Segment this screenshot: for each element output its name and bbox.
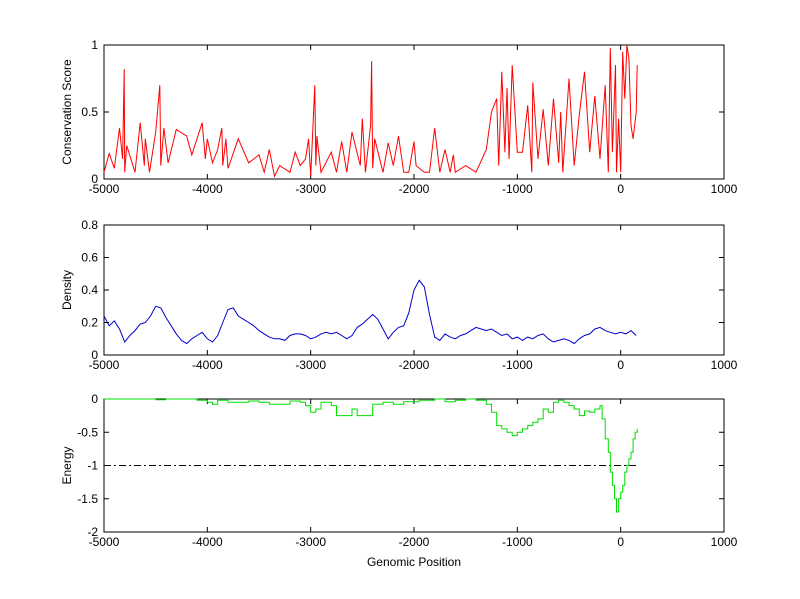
density-xtick-label: -3000 — [295, 358, 326, 372]
density-ylabel: Density — [60, 270, 74, 310]
energy-series-line — [104, 398, 638, 513]
density-ytick-label: 0.6 — [81, 251, 98, 265]
energy-ytick-label: -0.5 — [77, 425, 98, 439]
energy-panel: -5000 -4000 -3000 -2000 -1000 0 1000 -2 -1.5 -1 -0… — [60, 392, 738, 569]
density-ytick-label: 0.4 — [81, 283, 98, 297]
conservation-ytick-label: 0.5 — [81, 105, 98, 119]
energy-xtick-label: 0 — [617, 535, 624, 549]
conservation-xtick-label: -1000 — [502, 182, 533, 196]
energy-ytick-label: -1.5 — [77, 492, 98, 506]
density-series-line — [103, 279, 637, 345]
conservation-ytick-label: 1 — [91, 38, 98, 52]
conservation-score-panel: -5000 -4000 -3000 -2000 -1000 0 1000 0 0.5 1 Conse… — [60, 38, 738, 196]
conservation-xtick-label: -2000 — [399, 182, 430, 196]
energy-xtick-label: -5000 — [89, 535, 120, 549]
conservation-xtick-label: 0 — [617, 182, 624, 196]
conservation-series-line — [103, 44, 638, 178]
energy-xlabel: Genomic Position — [367, 555, 461, 569]
conservation-xtick-label: -3000 — [295, 182, 326, 196]
conservation-xtick-label: 1000 — [711, 182, 738, 196]
energy-xtick-label: -2000 — [399, 535, 430, 549]
conservation-ytick-label: 0 — [91, 172, 98, 186]
density-ytick-label: 0.2 — [81, 316, 98, 330]
energy-ylabel: Energy — [60, 446, 74, 484]
density-ytick-label: 0 — [91, 348, 98, 362]
conservation-xtick-label: -5000 — [89, 182, 120, 196]
energy-xtick-label: -1000 — [502, 535, 533, 549]
density-xtick-label: -5000 — [89, 358, 120, 372]
density-xtick-label: -1000 — [502, 358, 533, 372]
density-xtick-label: 0 — [617, 358, 624, 372]
conservation-xtick-label: -4000 — [192, 182, 223, 196]
density-xtick-label: 1000 — [711, 358, 738, 372]
energy-xtick-label: -3000 — [295, 535, 326, 549]
energy-xtick-label: -4000 — [192, 535, 223, 549]
energy-ytick-label: 0 — [91, 392, 98, 406]
density-xtick-label: -2000 — [399, 358, 430, 372]
energy-xtick-label: 1000 — [711, 535, 738, 549]
density-xtick-label: -4000 — [192, 358, 223, 372]
conservation-ylabel: Conservation Score — [60, 59, 74, 165]
density-ytick-label: 0.8 — [81, 218, 98, 232]
energy-ytick-label: -1 — [87, 459, 98, 473]
energy-ytick-label: -2 — [87, 525, 98, 539]
density-panel: -5000 -4000 -3000 -2000 -1000 0 1000 0 0.2 0.4 0.6… — [60, 218, 738, 372]
